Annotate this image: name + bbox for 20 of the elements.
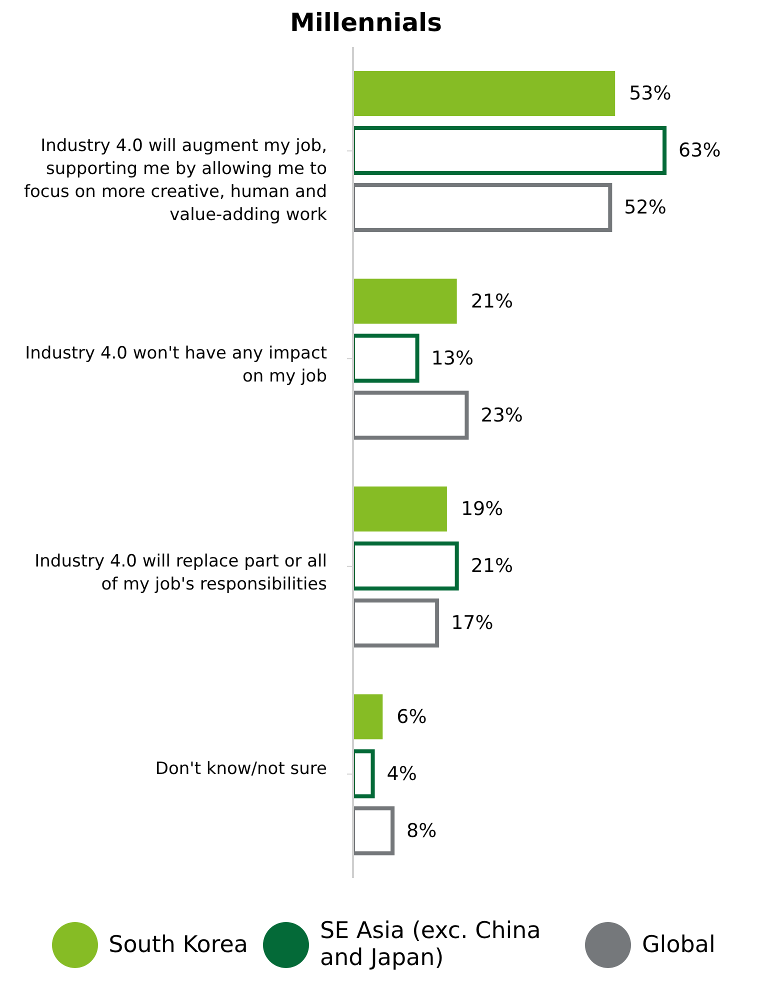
y-tick-label: Industry 4.0 will replace part or all of my job's responsibilities <box>34 551 328 594</box>
data-label: 52% <box>624 196 666 218</box>
data-label: 23% <box>480 404 523 426</box>
y-tick-label: Don't know/not sure <box>155 759 327 780</box>
data-label: 21% <box>470 290 514 312</box>
data-label: 53% <box>629 82 672 104</box>
data-label: 6% <box>396 706 427 728</box>
data-label: 4% <box>386 762 417 785</box>
legend-label: South Korea <box>108 932 248 958</box>
data-label: 17% <box>451 612 494 634</box>
data-label: 21% <box>470 555 514 577</box>
y-tick-label: Industry 4.0 will augment my job, supporting me by allowing me to focus on more creative, human and value-adding work <box>24 136 328 225</box>
legend-label: Global <box>642 932 716 958</box>
chart-title: Millennials <box>288 8 444 39</box>
y-tick-label: Industry 4.0 won't have any impact on my job <box>25 344 328 387</box>
data-label: 63% <box>678 140 721 162</box>
data-label: 19% <box>460 498 504 520</box>
data-label: 13% <box>431 347 474 370</box>
legend-label: SE Asia (exc. China and Japan) <box>320 918 542 972</box>
data-label: 8% <box>406 820 437 842</box>
